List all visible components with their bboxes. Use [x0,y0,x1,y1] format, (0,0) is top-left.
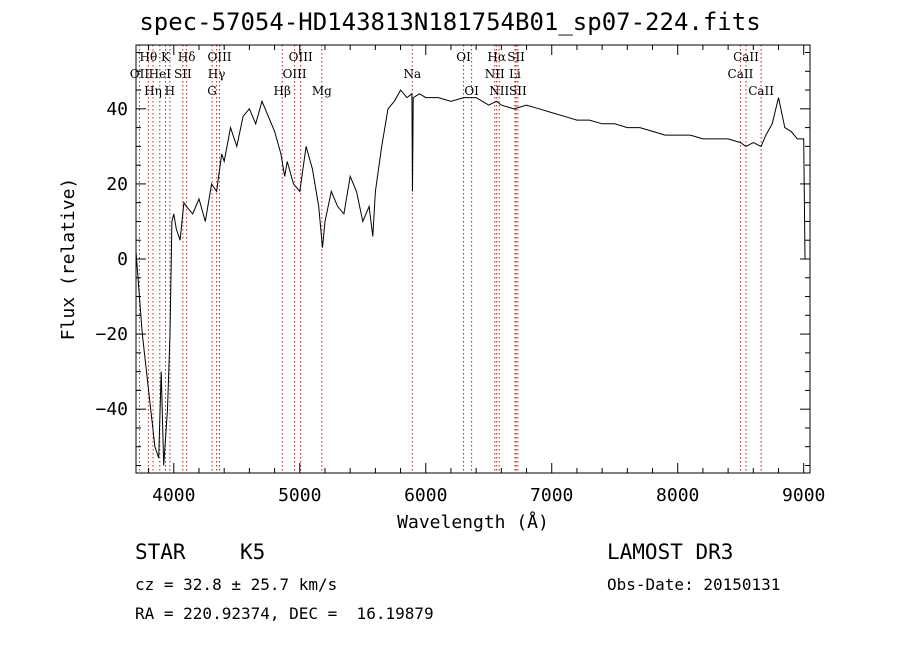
line-label-18: Hα [487,50,506,64]
line-label-13: Hβ [274,84,291,98]
spectrum-line [135,89,806,466]
line-label-8: OIII [207,50,231,64]
y-tick-label: −20 [95,324,128,345]
x-tick-label: 9000 [782,485,825,506]
redshift-velocity: cz = 32.8 ± 25.7 km/s [135,575,338,594]
x-tick-label: 7000 [530,485,573,506]
line-label-14: Mg [312,84,332,98]
observation-date: Obs-Date: 20150131 [607,575,781,594]
line-label-4: HeI [149,67,172,81]
survey-name: LAMOST DR3 [607,540,734,564]
line-label-16: OI [456,50,471,64]
axes: 4000 5000 6000 7000 8000 9000 −40 −20 0 20 40 [95,44,825,506]
x-axis-label: Wavelength (Å) [397,511,549,533]
line-label-22: NII [489,84,509,98]
line-label-9: Hγ [208,67,226,81]
line-label-5: H [165,84,175,98]
chart-title: spec-57054-HD143813N181754B01_sp07-224.f… [139,8,761,36]
line-label-23: SII [509,84,527,98]
line-label-17: OI [464,84,479,98]
line-label-20: NII [485,67,505,81]
line-label-25: CaII [728,67,754,81]
subclass: K5 [240,540,266,564]
line-label-1: OII [130,67,150,81]
line-label-2: Hη [144,84,162,98]
coordinates: RA = 220.92374, DEC = 16.19879 [135,604,434,623]
line-label-21: Li [509,67,521,81]
y-tick-label: −40 [95,399,128,420]
object-class: STAR [135,540,186,564]
line-label-3: K [161,50,171,64]
line-label-24: CaII [733,50,759,64]
line-label-15: Na [403,67,421,81]
y-tick-label: 20 [106,174,128,195]
line-label-12: OIII [283,67,307,81]
line-labels: Hθ OII Hη K HeI H Hδ SII OIII Hγ G OIII OIII Hβ Mg Na OI… [130,50,775,98]
line-label-11: OIII [289,50,313,64]
line-label-0: Hθ [139,50,157,64]
y-tick-label: 40 [106,99,128,120]
line-label-19: SII [507,50,525,64]
x-tick-label: 6000 [404,485,447,506]
x-tick-label: 4000 [152,485,195,506]
line-label-10: G [207,84,217,98]
line-label-6: Hδ [178,50,196,64]
plot-frame [135,44,811,474]
x-tick-label: 8000 [656,485,699,506]
y-axis-label: Flux (relative) [58,178,79,341]
line-label-7: SII [174,67,192,81]
spectrum-series [135,89,806,466]
emission-line-markers [138,45,762,473]
line-label-26: CaII [748,84,774,98]
x-tick-label: 5000 [278,485,321,506]
y-tick-label: 0 [117,249,128,270]
